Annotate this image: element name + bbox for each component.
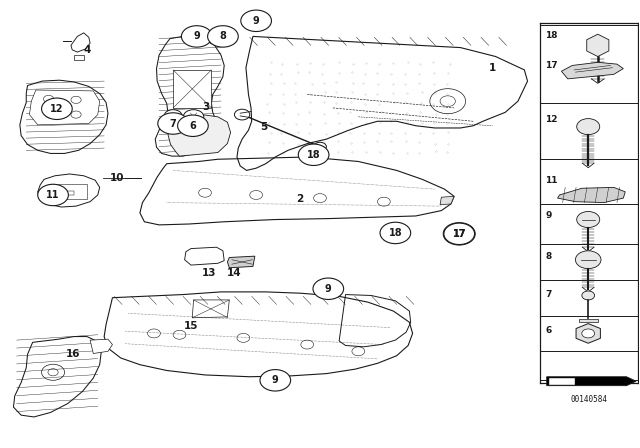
Polygon shape [587, 34, 609, 56]
Circle shape [314, 142, 326, 151]
Text: 9: 9 [272, 375, 278, 385]
Circle shape [577, 211, 600, 228]
Text: 16: 16 [67, 349, 81, 359]
Circle shape [313, 278, 344, 299]
Text: 18: 18 [307, 150, 321, 160]
Circle shape [164, 110, 182, 122]
Circle shape [260, 370, 291, 391]
Polygon shape [440, 196, 454, 205]
Text: 1: 1 [489, 63, 496, 73]
Circle shape [181, 26, 212, 47]
Circle shape [42, 98, 72, 120]
Circle shape [575, 251, 601, 269]
Text: 9: 9 [193, 31, 200, 41]
Polygon shape [168, 115, 230, 156]
Circle shape [582, 329, 595, 338]
Text: 2: 2 [296, 194, 303, 204]
Text: 8: 8 [545, 252, 552, 261]
Text: 18: 18 [388, 228, 402, 238]
Text: 8: 8 [220, 31, 227, 41]
Text: 14: 14 [227, 268, 242, 278]
Text: 12: 12 [50, 104, 63, 114]
Text: 4: 4 [84, 45, 92, 55]
Text: 17: 17 [545, 61, 558, 70]
Circle shape [177, 115, 208, 137]
Text: 3: 3 [203, 102, 210, 112]
Polygon shape [29, 90, 100, 125]
Text: 00140584: 00140584 [570, 395, 607, 404]
Circle shape [444, 223, 474, 245]
Polygon shape [561, 62, 623, 79]
Circle shape [183, 110, 204, 124]
Text: 7: 7 [170, 119, 177, 129]
Text: 11: 11 [46, 190, 60, 200]
Text: 10: 10 [110, 173, 125, 183]
Circle shape [444, 223, 475, 245]
Circle shape [241, 10, 271, 31]
Text: 6: 6 [189, 121, 196, 131]
Text: 17: 17 [452, 229, 466, 239]
Polygon shape [90, 339, 113, 353]
Text: 18: 18 [545, 31, 558, 40]
Polygon shape [576, 323, 600, 343]
Text: 7: 7 [545, 290, 552, 299]
Polygon shape [548, 378, 575, 385]
Circle shape [298, 144, 329, 165]
Polygon shape [173, 70, 211, 108]
Text: 12: 12 [545, 115, 558, 124]
Circle shape [38, 184, 68, 206]
Text: 17: 17 [452, 229, 466, 239]
Circle shape [234, 109, 250, 120]
Text: 5: 5 [260, 122, 268, 132]
Text: 9: 9 [253, 16, 259, 26]
Circle shape [207, 26, 238, 47]
Circle shape [158, 113, 188, 134]
Text: 6: 6 [545, 326, 552, 335]
Circle shape [577, 119, 600, 135]
Text: 13: 13 [202, 268, 217, 278]
Polygon shape [227, 256, 255, 268]
Polygon shape [579, 319, 598, 322]
Circle shape [380, 222, 411, 244]
Polygon shape [547, 377, 636, 386]
Text: 11: 11 [545, 176, 558, 185]
Text: 9: 9 [545, 211, 552, 220]
Polygon shape [557, 187, 625, 202]
Text: 15: 15 [184, 321, 198, 331]
Text: 9: 9 [325, 284, 332, 294]
Circle shape [582, 291, 595, 300]
